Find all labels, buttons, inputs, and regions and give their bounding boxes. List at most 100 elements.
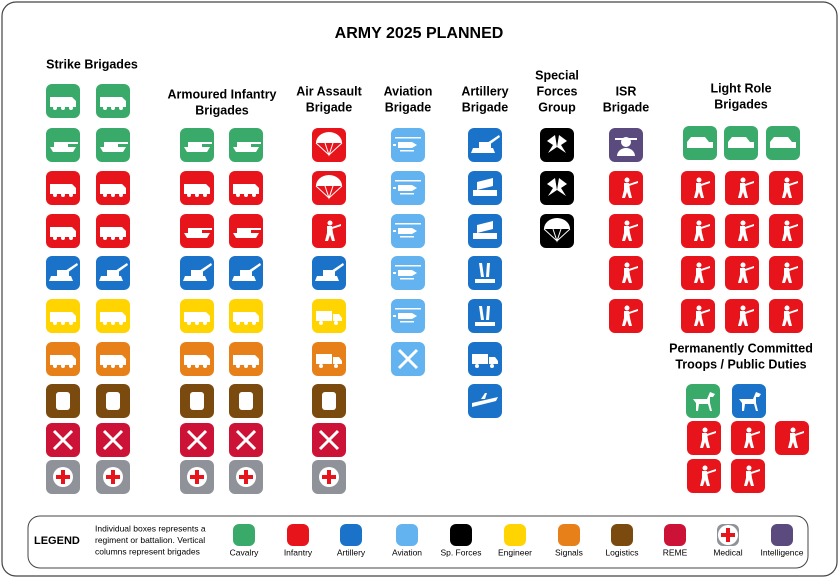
- unit-box: [312, 460, 346, 494]
- glyph: [111, 364, 115, 368]
- unit-box: [391, 342, 425, 376]
- column-heading: Group: [538, 100, 576, 114]
- unit-box: [681, 299, 715, 333]
- glyph: [100, 312, 126, 322]
- unit-box: [46, 256, 80, 290]
- unit-box: [609, 128, 643, 162]
- glyph: [52, 429, 74, 451]
- unit-box: [340, 524, 362, 546]
- unit-box: [46, 214, 80, 248]
- column-heading: Armoured Infantry: [167, 87, 276, 101]
- unit-box: [312, 128, 346, 162]
- glyph: [393, 270, 417, 276]
- glyph: [624, 177, 630, 183]
- glyph: [334, 321, 338, 325]
- glyph: [694, 309, 710, 326]
- unit-box: [312, 214, 346, 248]
- glyph: [397, 348, 419, 370]
- glyph: [316, 354, 342, 364]
- unit-box: [681, 256, 715, 290]
- glyph: [50, 147, 76, 152]
- unit-box: [468, 342, 502, 376]
- glyph: [233, 355, 259, 365]
- unit-box: [769, 171, 803, 205]
- glyph: [784, 177, 790, 183]
- unit-box: [687, 459, 721, 493]
- glyph: [100, 227, 126, 237]
- glyph: [119, 106, 123, 110]
- glyph: [395, 308, 421, 310]
- unit-box: [468, 384, 502, 418]
- glyph: [543, 228, 571, 243]
- glyph: [738, 309, 754, 326]
- unit-box: [180, 423, 214, 457]
- glyph: [103, 193, 107, 197]
- glyph: [183, 263, 212, 281]
- glyph: [395, 223, 421, 225]
- glyph: [244, 364, 248, 368]
- glyph: [782, 181, 798, 198]
- glyph: [69, 106, 73, 110]
- unit-box: [46, 423, 80, 457]
- glyph: [782, 309, 798, 326]
- glyph: [69, 321, 73, 325]
- unit-box: [468, 128, 502, 162]
- column-heading: Brigade: [306, 100, 353, 114]
- legend-label: Infantry: [284, 547, 313, 557]
- legend-label: Signals: [555, 547, 583, 557]
- legend-description: Individual boxes represents a: [95, 523, 206, 533]
- glyph: [393, 142, 417, 148]
- glyph: [252, 193, 256, 197]
- unit-box: [96, 384, 130, 418]
- unit-box: [731, 421, 765, 455]
- column-heading: Strike Brigades: [46, 57, 138, 71]
- unit-box: [312, 423, 346, 457]
- glyph: [784, 262, 790, 268]
- unit-box: [504, 524, 526, 546]
- glyph: [319, 364, 323, 368]
- unit-box: [46, 128, 80, 162]
- glyph: [547, 178, 567, 196]
- unit-box: [96, 128, 130, 162]
- glyph: [475, 263, 495, 283]
- legend-label: Sp. Forces: [440, 547, 481, 557]
- glyph: [233, 147, 259, 152]
- glyph: [624, 305, 630, 311]
- unit-box: [287, 524, 309, 546]
- glyph: [624, 262, 630, 268]
- unit-box: [731, 459, 765, 493]
- glyph: [696, 177, 702, 183]
- glyph: [693, 392, 715, 411]
- glyph: [770, 137, 796, 148]
- glyph: [400, 236, 414, 238]
- unit-box: [229, 171, 263, 205]
- glyph: [53, 321, 57, 325]
- glyph: [103, 364, 107, 368]
- glyph: [104, 142, 118, 147]
- glyph: [184, 184, 210, 194]
- unit-box: [180, 256, 214, 290]
- unit-box: [96, 299, 130, 333]
- legend-description: columns represent brigades: [95, 546, 200, 556]
- glyph: [203, 364, 207, 368]
- glyph: [61, 236, 65, 240]
- glyph: [203, 193, 207, 197]
- unit-box: [180, 214, 214, 248]
- unit-box: [717, 524, 739, 546]
- glyph: [66, 142, 78, 144]
- unit-box: [180, 128, 214, 162]
- glyph: [393, 228, 417, 234]
- glyph: [100, 184, 126, 194]
- unit-box: [468, 256, 502, 290]
- unit-box: [396, 524, 418, 546]
- glyph: [195, 321, 199, 325]
- glyph: [103, 236, 107, 240]
- glyph: [472, 354, 498, 364]
- column-heading: Brigade: [462, 100, 509, 114]
- column-heading: Aviation: [384, 84, 433, 98]
- glyph: [728, 137, 754, 148]
- unit-box: [769, 299, 803, 333]
- glyph: [700, 431, 716, 448]
- glyph: [61, 321, 65, 325]
- unit-box: [391, 128, 425, 162]
